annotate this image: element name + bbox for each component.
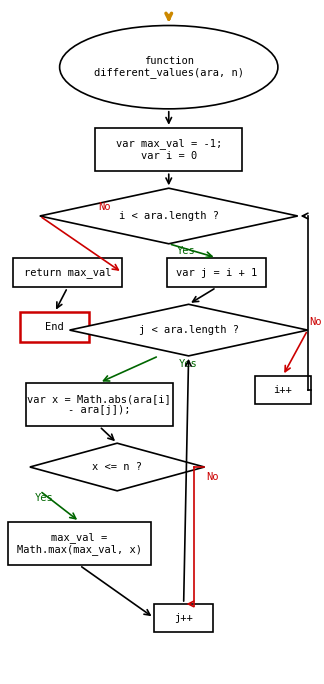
Polygon shape [40, 188, 298, 244]
Text: j++: j++ [174, 613, 193, 623]
Text: x <= n ?: x <= n ? [92, 462, 142, 472]
Text: return max_val: return max_val [24, 267, 111, 278]
Text: No: No [310, 317, 322, 327]
FancyBboxPatch shape [154, 604, 214, 632]
FancyBboxPatch shape [26, 382, 173, 426]
FancyBboxPatch shape [13, 258, 122, 287]
Text: j < ara.length ?: j < ara.length ? [139, 325, 238, 335]
FancyBboxPatch shape [167, 258, 266, 287]
Text: i++: i++ [273, 384, 292, 395]
FancyBboxPatch shape [20, 312, 89, 342]
Text: i < ara.length ?: i < ara.length ? [119, 211, 219, 221]
FancyBboxPatch shape [255, 376, 311, 404]
Text: Yes: Yes [179, 359, 197, 369]
Text: var x = Math.abs(ara[i]
- ara[j]);: var x = Math.abs(ara[i] - ara[j]); [28, 394, 171, 415]
Text: Yes: Yes [177, 246, 195, 256]
FancyBboxPatch shape [8, 522, 151, 565]
Ellipse shape [60, 25, 278, 109]
Text: No: No [98, 202, 110, 212]
Polygon shape [70, 304, 308, 356]
Text: var j = i + 1: var j = i + 1 [176, 267, 257, 278]
FancyBboxPatch shape [95, 128, 242, 172]
Polygon shape [30, 443, 204, 491]
Text: Yes: Yes [35, 492, 53, 503]
Text: max_val =
Math.max(max_val, x): max_val = Math.max(max_val, x) [17, 531, 142, 555]
Text: var max_val = -1;
var i = 0: var max_val = -1; var i = 0 [116, 138, 222, 161]
Text: function
different_values(ara, n): function different_values(ara, n) [94, 56, 244, 79]
Text: End: End [45, 322, 64, 332]
Text: No: No [206, 472, 219, 482]
